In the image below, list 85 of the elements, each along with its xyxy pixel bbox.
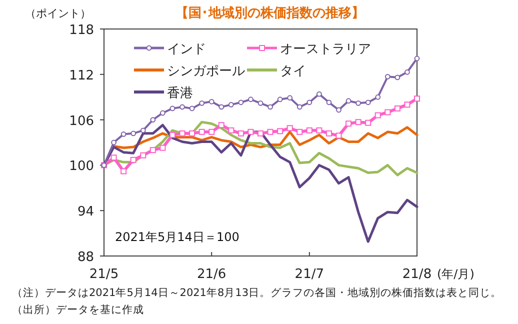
point: [365, 100, 371, 106]
x-tick-label: 21/8: [402, 267, 432, 282]
point: [394, 105, 400, 112]
x-tick-label: 21/7: [294, 267, 324, 282]
point: [169, 132, 176, 138]
point: [160, 144, 166, 151]
point: [384, 74, 390, 80]
point: [198, 128, 205, 135]
y-tick-label: 94: [77, 204, 94, 220]
point: [248, 128, 254, 135]
point: [120, 168, 127, 174]
point: [306, 100, 312, 106]
y-axis-title: （ポイント）: [25, 7, 91, 20]
point: [150, 147, 156, 154]
y-tick-label: 106: [69, 114, 94, 129]
point: [179, 130, 186, 136]
point: [316, 91, 322, 97]
legend-label: インド: [167, 42, 206, 57]
point: [140, 152, 146, 158]
point: [267, 128, 274, 135]
point: [199, 100, 205, 106]
point: [326, 130, 332, 136]
point: [120, 131, 126, 137]
point: [414, 96, 420, 102]
point: [394, 74, 400, 80]
y-tick-label: 112: [69, 68, 94, 84]
point: [140, 128, 146, 134]
point: [316, 127, 322, 134]
point: [208, 128, 215, 135]
point: [208, 98, 214, 104]
point: [336, 132, 342, 139]
point: [258, 100, 264, 106]
point: [228, 102, 234, 108]
legend-label: タイ: [280, 64, 306, 79]
point: [189, 130, 196, 136]
legend-label: シンガポール: [167, 64, 245, 79]
point: [355, 119, 362, 126]
point: [346, 120, 352, 127]
y-tick-label: 88: [77, 250, 94, 265]
y-tick-label: 100: [69, 159, 94, 174]
point: [286, 125, 293, 132]
point: [277, 96, 283, 102]
point: [160, 110, 166, 116]
point: [404, 102, 410, 108]
y-tick-label: 118: [69, 23, 94, 38]
point: [180, 104, 185, 110]
point: [296, 128, 303, 135]
point: [111, 140, 116, 146]
chart-title: 【国･地域別の株価指数の推移】: [176, 5, 364, 21]
point: [268, 104, 273, 110]
text: （注）データは2021年5月14日～2021年8月13日。グラフの各国・地域別の株価指数は表と同じ。: [12, 286, 502, 299]
point: [287, 95, 293, 101]
point: [375, 94, 381, 100]
x-tick-label: 21/6: [196, 267, 226, 282]
point: [336, 107, 342, 113]
point: [238, 130, 244, 136]
point: [110, 154, 117, 161]
point: [130, 130, 136, 136]
point: [306, 127, 312, 134]
point: [218, 122, 224, 128]
point: [277, 128, 284, 134]
legend-label: オーストラリア: [280, 42, 371, 57]
point: [150, 117, 156, 122]
point: [296, 104, 302, 110]
point: [365, 120, 372, 126]
point: [170, 106, 176, 112]
legend-label: 香港: [167, 86, 193, 101]
point: [248, 96, 254, 102]
point: [258, 130, 264, 136]
point: [346, 98, 352, 104]
point: [356, 100, 362, 106]
text: （出所）データを基に作成: [12, 303, 144, 316]
point: [404, 69, 410, 75]
point: [130, 156, 136, 163]
annotation: 2021年5月14日＝100: [115, 230, 240, 244]
x-tick-label: 21/5: [89, 267, 119, 282]
point: [189, 106, 195, 112]
point: [414, 56, 420, 62]
point: [238, 100, 244, 106]
point: [218, 104, 224, 110]
point: [374, 112, 381, 118]
point: [228, 127, 234, 134]
x-axis-title: (年/月): [437, 267, 474, 281]
point: [384, 109, 391, 116]
point: [326, 100, 332, 106]
